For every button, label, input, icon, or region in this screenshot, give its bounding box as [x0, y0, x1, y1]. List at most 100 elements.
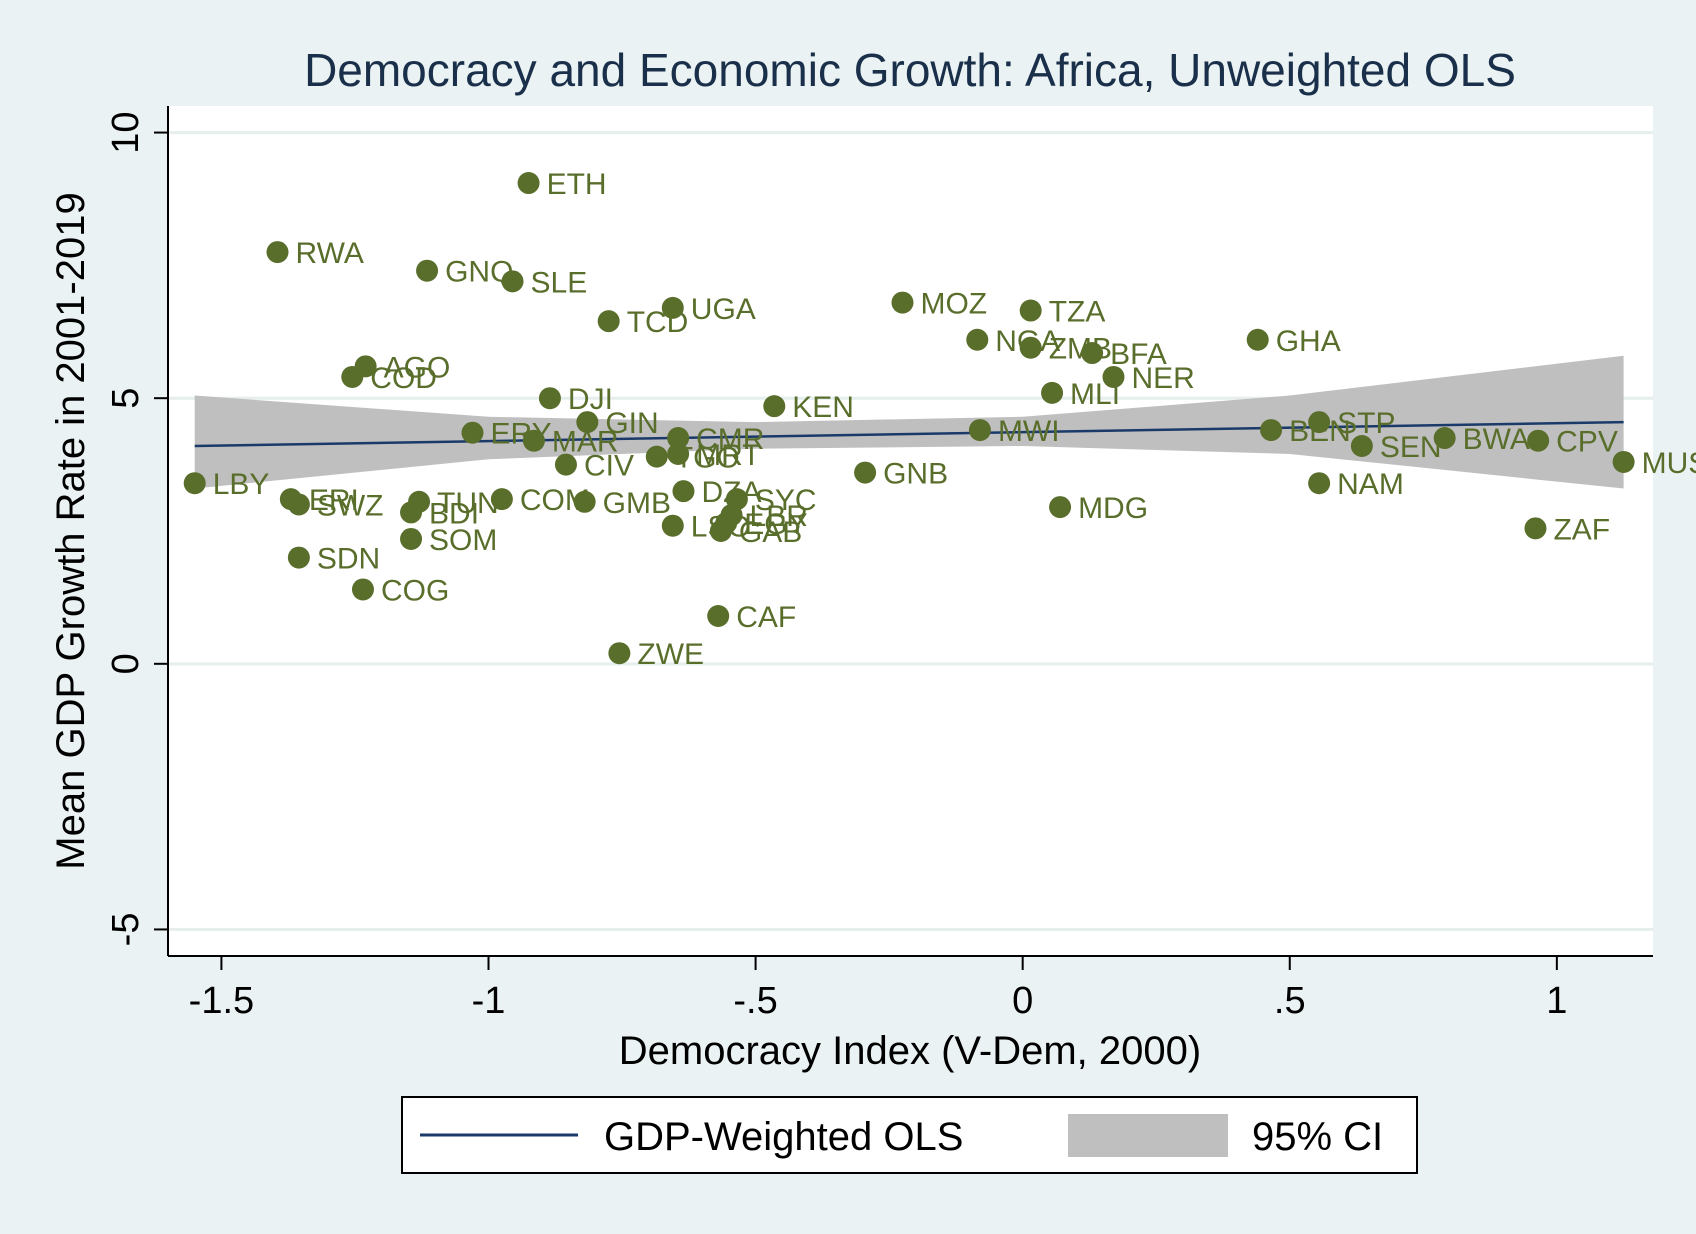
y-tick-label: 5	[105, 388, 147, 409]
point-label: MWI	[998, 415, 1060, 448]
point-label: CMR	[696, 423, 764, 456]
data-point	[1260, 419, 1283, 442]
data-point	[1081, 342, 1104, 365]
data-point	[1102, 365, 1125, 388]
data-point	[1049, 496, 1072, 519]
data-point	[1019, 299, 1042, 322]
x-tick-label: 0	[1012, 980, 1033, 1022]
point-label: RWA	[296, 237, 364, 270]
legend-ci-swatch	[1068, 1114, 1228, 1157]
point-label: COG	[381, 574, 449, 607]
data-point	[517, 172, 540, 195]
point-label: CAF	[736, 601, 796, 634]
data-point	[661, 296, 684, 319]
data-point	[287, 493, 310, 516]
data-point	[645, 445, 668, 468]
x-tick-label: -.5	[733, 980, 777, 1022]
x-tick-label: -1	[472, 980, 506, 1022]
x-tick-label: .5	[1274, 980, 1306, 1022]
point-label: GIN	[605, 407, 658, 440]
point-label: TUN	[437, 487, 499, 520]
data-point	[709, 520, 732, 542]
data-point	[573, 490, 596, 513]
point-label: AGO	[384, 351, 451, 384]
x-tick-label: 1	[1546, 980, 1567, 1022]
data-point	[854, 461, 877, 484]
point-label: TCD	[627, 306, 689, 339]
data-point	[1433, 427, 1456, 450]
point-label: NER	[1131, 362, 1194, 395]
data-point	[400, 527, 423, 550]
data-point	[597, 310, 620, 333]
data-point	[341, 365, 364, 388]
data-point	[266, 241, 289, 264]
data-point	[461, 421, 484, 444]
data-point	[1527, 429, 1550, 452]
point-label: MOZ	[920, 288, 987, 321]
point-label: BDI	[429, 497, 479, 530]
data-point	[763, 395, 786, 418]
point-label: UGA	[691, 293, 756, 326]
data-point	[522, 429, 545, 452]
point-label: MLI	[1070, 378, 1120, 411]
data-point	[1524, 517, 1547, 540]
point-label: MDG	[1078, 492, 1148, 525]
point-label: ERY	[490, 418, 551, 451]
data-point	[661, 514, 684, 537]
y-tick-label: -5	[105, 913, 147, 947]
point-label: GMB	[603, 487, 671, 520]
fit-line	[194, 420, 1624, 448]
data-point	[351, 578, 374, 601]
point-label: MAR	[552, 426, 619, 459]
data-point	[501, 270, 524, 293]
x-tick-label: -1.5	[189, 980, 254, 1022]
point-label: DJI	[568, 383, 613, 416]
point-label: LBR	[750, 500, 808, 533]
fit-line-layer	[194, 420, 1624, 448]
point-label: LSO	[691, 511, 751, 544]
point-label: GHA	[1276, 325, 1341, 358]
point-label: DZA	[701, 476, 761, 509]
ci-band-layer	[194, 355, 1624, 489]
data-point	[576, 411, 599, 434]
data-point	[1308, 411, 1331, 434]
point-label: NGA	[995, 325, 1060, 358]
data-point	[707, 605, 730, 627]
legend: GDP-Weighted OLS 95% CI	[401, 1096, 1418, 1174]
point-label: SWZ	[317, 489, 384, 522]
y-axis-label: Mean GDP Growth Rate in 2001-2019	[49, 192, 93, 869]
data-point	[490, 488, 513, 511]
point-label: COD	[370, 362, 437, 395]
grid-lines	[168, 131, 1653, 931]
data-point	[183, 472, 206, 495]
point-label: CIV	[584, 450, 634, 483]
point-label: GAB	[739, 516, 802, 549]
data-point	[1041, 381, 1064, 404]
point-label: TZA	[1049, 296, 1106, 329]
data-point	[891, 291, 914, 314]
point-label: CPV	[1556, 426, 1618, 459]
data-point	[554, 453, 577, 476]
point-label: BEN	[1289, 415, 1351, 448]
point-label: BWA	[1463, 423, 1530, 456]
ci-band	[194, 355, 1624, 489]
point-label: COM	[520, 484, 590, 517]
data-point	[1308, 472, 1331, 495]
x-axis-label: Democracy Index (V-Dem, 2000)	[619, 1029, 1201, 1073]
point-label: ZMB	[1049, 333, 1112, 366]
data-point	[667, 427, 690, 450]
point-label: ZWE	[637, 638, 704, 671]
point-label: GNB	[883, 458, 948, 491]
legend-label-fit: GDP-Weighted OLS	[604, 1115, 963, 1159]
data-point	[538, 387, 561, 410]
data-point	[400, 501, 423, 524]
point-label: EGY	[744, 508, 807, 541]
plot-area	[168, 106, 1653, 956]
point-label: MRT	[696, 439, 760, 472]
data-point	[1350, 435, 1373, 457]
data-point	[1246, 328, 1269, 351]
point-label: SEN	[1380, 431, 1442, 464]
point-label: ZAF	[1553, 513, 1610, 546]
